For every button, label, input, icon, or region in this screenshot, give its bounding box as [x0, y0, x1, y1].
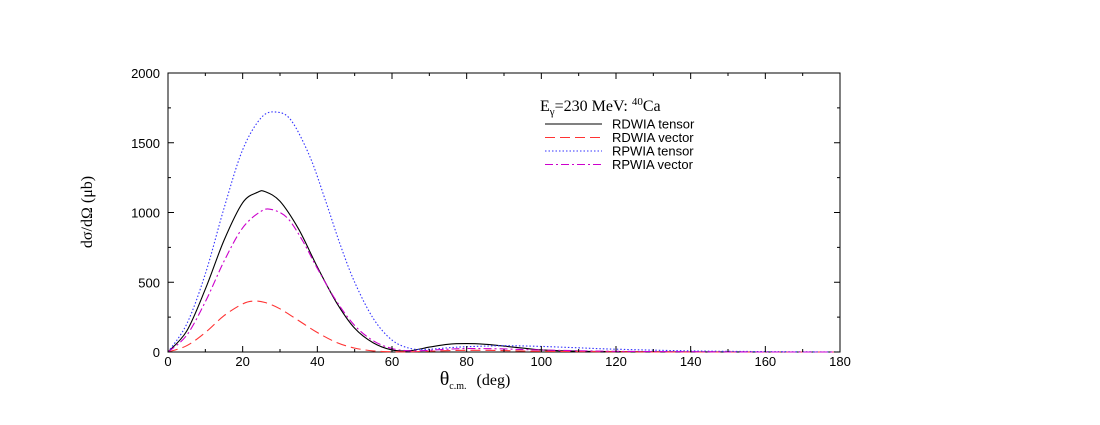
annotation-e: E	[540, 98, 550, 115]
plot-area	[167, 72, 841, 353]
series-line-rpwia-tensor	[167, 111, 841, 353]
plot-frame	[167, 72, 841, 353]
legend-label: RPWIA tensor	[612, 144, 694, 159]
y-tick-label: 1000	[131, 206, 160, 221]
x-tick-label: 180	[829, 354, 851, 369]
x-tick-label: 80	[459, 354, 473, 369]
x-tick-label: 140	[680, 354, 702, 369]
x-tick-label: 40	[310, 354, 324, 369]
x-tick-label: 60	[385, 354, 399, 369]
annotation-mass: 40	[632, 96, 644, 108]
series-line-rpwia-vector	[167, 208, 840, 353]
y-tick-label: 500	[138, 275, 160, 290]
x-axis-title: θc.m. (deg)	[440, 368, 511, 392]
y-axis-title: dσ/dΩ (μb)	[79, 176, 96, 248]
x-tick-label: 120	[605, 354, 627, 369]
curves-group	[167, 111, 841, 353]
series-line-rdwia-tensor	[167, 190, 840, 353]
x-tick-label: 0	[164, 354, 171, 369]
annotation-energy: =230 MeV:	[555, 98, 632, 115]
y-tick-label: 1500	[131, 136, 160, 151]
legend-label: RDWIA vector	[612, 130, 694, 145]
y-tick-label: 0	[153, 345, 160, 360]
x-tick-label: 160	[754, 354, 776, 369]
y-axis-ticks: 0 500 1000 1500 2000	[131, 66, 840, 360]
annotation-element: Ca	[643, 98, 661, 115]
x-axis-theta: θ	[440, 368, 450, 390]
x-axis-unit: (deg)	[477, 372, 511, 389]
legend-label: RPWIA vector	[612, 157, 694, 172]
annotation-gamma: γ	[549, 106, 555, 118]
x-tick-label: 20	[235, 354, 249, 369]
series-line-rdwia-vector	[167, 300, 840, 353]
x-tick-label: 100	[530, 354, 552, 369]
x-axis-ticks: 0 20 40 60 80 100 120 140 160 180	[164, 73, 851, 369]
y-tick-label: 2000	[131, 66, 160, 81]
chart-annotation: Eγ=230 MeV: 40Ca	[540, 96, 661, 118]
x-axis-subscript: c.m.	[449, 381, 466, 392]
legend-label: RDWIA tensor	[612, 117, 695, 132]
